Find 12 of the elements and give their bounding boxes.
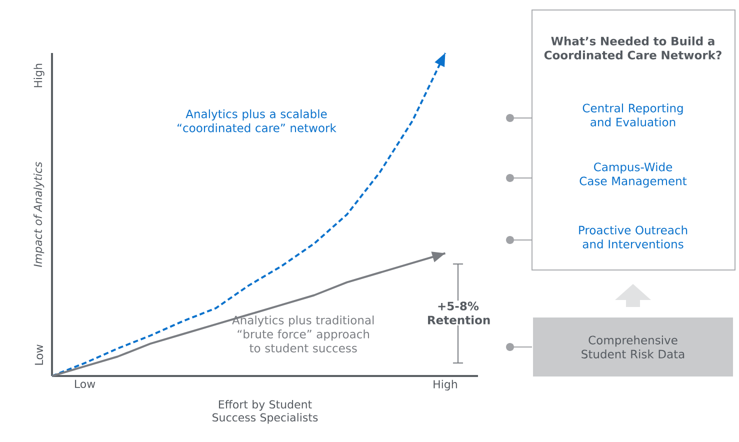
text: Low bbox=[34, 344, 44, 365]
x-axis-title: Effort by Student Success Specialists bbox=[212, 400, 318, 424]
series-label: Analytics plus traditional “brute force” approach to student success bbox=[232, 316, 374, 352]
text: Analytics plus a scalable “coordinated care” network bbox=[178, 109, 336, 132]
text: Campus-Wide Case Management bbox=[580, 162, 687, 188]
text: Central Reporting and Evaluation bbox=[582, 104, 683, 126]
text: Proactive Outreach and Interventions bbox=[579, 226, 688, 248]
text: What’s Needed to Build a Coordinated Care Network? bbox=[544, 36, 722, 60]
text: Comprehensive Student Risk Data bbox=[582, 336, 684, 358]
annotation: +5-8% Retention bbox=[428, 302, 490, 324]
y-axis-title: Impact of Analytics bbox=[33, 162, 44, 267]
text: High bbox=[34, 64, 44, 88]
